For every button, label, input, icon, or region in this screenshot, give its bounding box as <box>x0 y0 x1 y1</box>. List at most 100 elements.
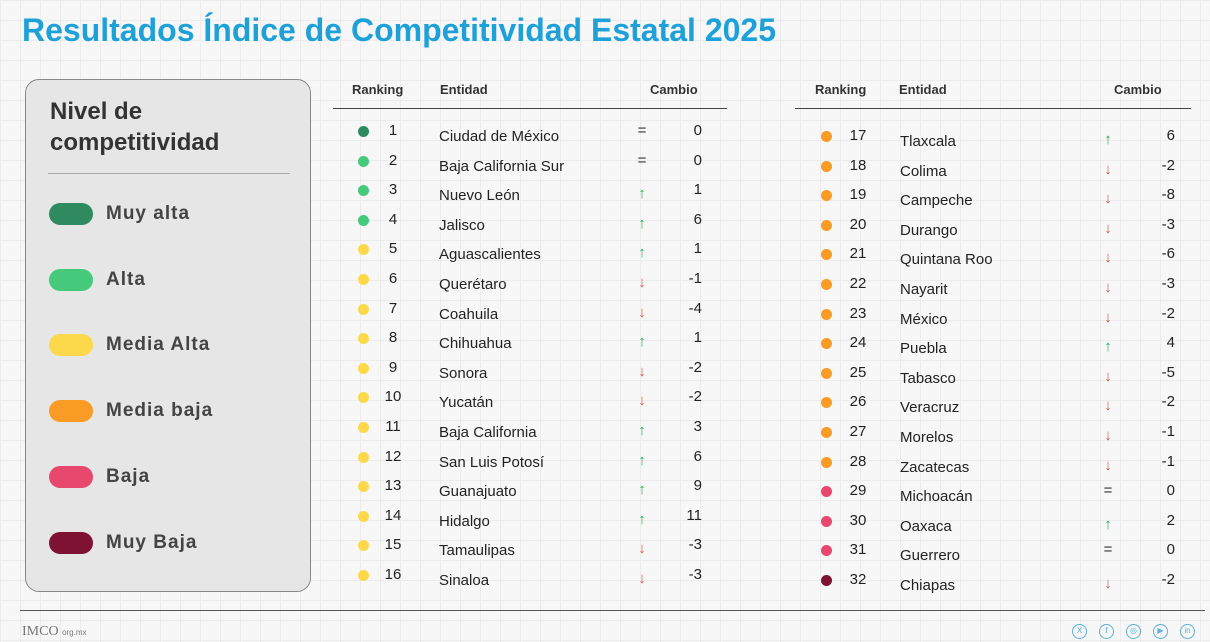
change-value: 11 <box>686 506 702 524</box>
rank-value: 11 <box>385 418 401 435</box>
change-value: -3 <box>1161 215 1175 233</box>
arrow-down-icon: ↓ <box>638 274 646 291</box>
x-icon[interactable]: X <box>1072 624 1087 639</box>
entity-name: Nuevo León <box>439 187 520 205</box>
entity-name: Veracruz <box>900 399 960 417</box>
legend-label: Muy Baja <box>106 531 198 553</box>
level-dot <box>821 545 832 557</box>
legend-label: Media baja <box>106 400 214 422</box>
level-dot <box>358 274 369 285</box>
level-dot <box>821 160 832 172</box>
arrow-down-icon: ↓ <box>638 540 646 558</box>
level-dot <box>358 570 369 581</box>
facebook-icon[interactable]: f <box>1099 624 1114 639</box>
change-value: -8 <box>1161 186 1175 204</box>
header-entidad: Entidad <box>440 82 488 97</box>
change-value: 1 <box>693 181 702 199</box>
legend-swatch <box>49 400 93 423</box>
arrow-down-icon: ↓ <box>1104 575 1112 592</box>
change-value: 1 <box>693 329 702 347</box>
change-value: 6 <box>693 210 702 228</box>
level-dot <box>358 510 369 522</box>
level-dot <box>821 279 832 290</box>
entity-name: San Luis Potosí <box>439 453 545 471</box>
arrow-down-icon: ↓ <box>1104 160 1112 178</box>
entity-name: Querétaro <box>439 276 507 293</box>
level-dot <box>821 397 832 409</box>
entity-name: Quintana Roo <box>900 251 993 269</box>
legend-panel: Nivel de competitividad Muy alta Alta Medi… <box>25 79 311 592</box>
entity-name: Nayarit <box>900 281 948 298</box>
change-value: 6 <box>1166 127 1175 144</box>
entity-name: Sinaloa <box>439 572 490 589</box>
arrow-up-icon: ↑ <box>638 451 646 469</box>
level-dot <box>358 214 369 226</box>
change-value: 0 <box>1166 482 1175 500</box>
arrow-up-icon: ↑ <box>638 214 646 232</box>
rank-value: 10 <box>384 388 402 406</box>
rank-value: 27 <box>849 423 867 440</box>
legend-swatch <box>49 465 93 488</box>
level-dot <box>821 249 832 261</box>
header-entidad-2: Entidad <box>899 82 947 97</box>
arrow-down-icon: ↓ <box>1104 456 1112 474</box>
change-value: -3 <box>688 566 702 583</box>
change-value: 3 <box>693 418 702 435</box>
legend-swatch <box>49 268 93 291</box>
legend-label: Muy alta <box>106 203 191 224</box>
level-dot <box>821 367 832 379</box>
rank-value: 20 <box>849 215 867 233</box>
change-value: 2 <box>1166 511 1175 529</box>
entity-name: Ciudad de México <box>439 128 560 145</box>
legend-label: Baja <box>106 465 151 487</box>
rank-value: 22 <box>849 275 867 292</box>
arrow-up-icon: ↑ <box>1104 515 1112 533</box>
level-dot <box>821 190 832 202</box>
arrow-down-icon: ↓ <box>638 392 646 410</box>
rank-value: 31 <box>849 541 867 559</box>
legend-label: Alta <box>106 268 146 290</box>
legend-label: Media Alta <box>106 334 211 356</box>
entity-name: Chiapas <box>900 577 956 594</box>
entity-name: Guanajuato <box>439 483 517 501</box>
logo-domain: org.mx <box>62 628 87 637</box>
rank-value: 26 <box>849 393 867 411</box>
rank-value: 17 <box>849 127 867 144</box>
entity-name: Baja California Sur <box>439 157 565 175</box>
rank-value: 19 <box>849 186 867 204</box>
arrow-down-icon: ↓ <box>1104 249 1112 267</box>
rank-value: 15 <box>384 536 402 554</box>
level-dot <box>358 540 369 552</box>
header-cambio: Cambio <box>650 82 698 97</box>
legend-divider <box>48 173 290 174</box>
entity-name: Chihuahua <box>439 335 512 353</box>
rank-value: 24 <box>849 334 867 352</box>
rank-value: 28 <box>849 452 867 470</box>
change-value: -6 <box>1161 245 1175 263</box>
rank-value: 7 <box>388 299 398 317</box>
level-dot <box>821 575 832 586</box>
entity-name: Tlaxcala <box>900 133 956 150</box>
rank-value: 30 <box>849 511 867 529</box>
level-dot <box>358 422 369 433</box>
arrow-down-icon: ↓ <box>638 570 646 587</box>
page-title: Resultados Índice de Competitividad Esta… <box>22 12 776 48</box>
legend-swatch <box>49 334 93 357</box>
rank-value: 3 <box>388 181 398 199</box>
entity-name: Sonora <box>439 364 488 382</box>
level-dot <box>358 392 369 404</box>
entity-name: Michoacán <box>900 488 973 506</box>
rank-value: 8 <box>388 329 398 347</box>
linkedin-icon[interactable]: in <box>1180 624 1195 639</box>
change-value: -2 <box>688 358 702 376</box>
change-value: 0 <box>1166 541 1175 559</box>
level-dot <box>358 333 369 345</box>
entity-name: México <box>900 310 948 328</box>
equal-icon: = <box>637 122 647 139</box>
instagram-icon[interactable]: ◎ <box>1126 624 1141 639</box>
level-dot <box>821 338 832 350</box>
arrow-down-icon: ↓ <box>1104 279 1112 296</box>
rank-value: 32 <box>849 571 867 588</box>
entity-name: Colima <box>900 162 947 180</box>
youtube-icon[interactable]: ▶ <box>1153 624 1168 639</box>
